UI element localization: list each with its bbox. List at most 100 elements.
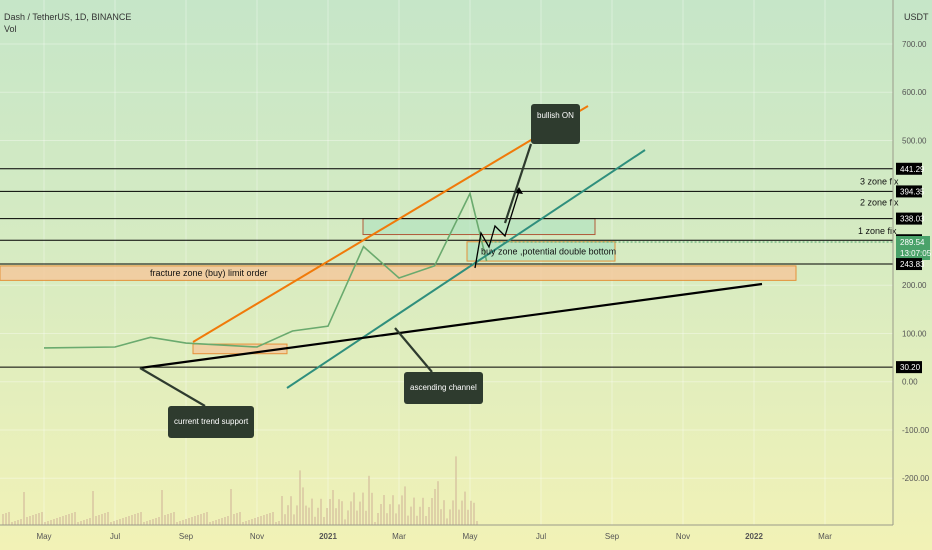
volume-bars — [2, 456, 478, 525]
volume-bar — [2, 514, 4, 525]
volume-bar — [32, 515, 34, 525]
volume-bar — [131, 515, 133, 525]
volume-bar — [152, 519, 154, 525]
volume-bar — [197, 515, 199, 525]
volume-bar — [464, 491, 466, 525]
volume-bar — [71, 513, 73, 525]
volume-bar — [242, 522, 244, 525]
volume-bar — [26, 517, 28, 525]
time-axis-tick-label: Sep — [605, 532, 620, 541]
price-marker-badge — [896, 185, 922, 198]
volume-bar — [326, 508, 328, 525]
bullish-on-callout: bullish ON — [531, 104, 580, 144]
price-axis-tick-label: 100.00 — [902, 329, 927, 338]
volume-bar — [389, 504, 391, 525]
annotation-labels: 3 zone fix 2 zone fix 1 zone fix buy zone ,… — [150, 176, 899, 278]
volume-bar — [455, 456, 457, 525]
volume-bar — [59, 517, 61, 525]
time-axis-tick-label: Nov — [676, 532, 690, 541]
volume-bar — [287, 505, 289, 525]
volume-bar — [245, 521, 247, 525]
volume-bar — [284, 514, 286, 525]
volume-bar — [311, 498, 313, 525]
time-axis-tick-label: Mar — [392, 532, 406, 541]
buy-zone-label: buy zone ,potential double bottom — [481, 246, 616, 256]
projection-path — [474, 190, 520, 269]
volume-bar — [98, 515, 100, 525]
volume-bar — [134, 514, 136, 525]
volume-bar — [257, 517, 259, 525]
volume-bar — [89, 518, 91, 525]
price-axis-tick-label: 200.00 — [902, 281, 927, 290]
volume-bar — [65, 515, 67, 525]
grid — [0, 0, 893, 525]
volume-bar — [344, 519, 346, 525]
volume-bar — [383, 495, 385, 525]
volume-bar — [29, 516, 31, 525]
volume-bar — [95, 516, 97, 525]
volume-bar — [467, 509, 469, 525]
volume-bar — [254, 518, 256, 525]
volume-bar — [224, 517, 226, 525]
volume-bar — [17, 520, 19, 525]
zone1-label: 1 zone fix — [858, 226, 897, 236]
volume-bar — [188, 518, 190, 525]
volume-bar — [302, 487, 304, 525]
time-axis-tick-label: Jul — [110, 532, 120, 541]
volume-bar — [395, 513, 397, 525]
volume-bar — [386, 513, 388, 525]
time-axis-tick-label: May — [462, 532, 477, 541]
price-axis-tick-label: 0.00 — [902, 378, 918, 387]
volume-bar — [110, 522, 112, 525]
volume-bar — [125, 517, 127, 525]
volume-bar — [200, 514, 202, 525]
price-marker-value: 441.29 — [900, 165, 925, 174]
projection-arrowhead — [515, 187, 523, 194]
price-marker-value: 30.20 — [900, 363, 921, 372]
volume-bar — [35, 514, 37, 525]
volume-bar — [5, 513, 7, 525]
volume-bar — [335, 508, 337, 525]
volume-bar — [338, 499, 340, 525]
volume-bar — [50, 520, 52, 525]
volume-bar — [44, 522, 46, 525]
price-marker-value: 243.83 — [900, 260, 925, 269]
price-marker-value: 338.03 — [900, 215, 925, 224]
time-axis-tick-label: Nov — [250, 532, 264, 541]
volume-bar — [164, 515, 166, 525]
time-axis-tick-label: Jul — [536, 532, 546, 541]
volume-bar — [323, 517, 325, 525]
volume-bar — [206, 512, 208, 525]
volume-bar — [359, 501, 361, 525]
volume-bar — [449, 509, 451, 525]
volume-bar — [83, 520, 85, 525]
volume-bar — [431, 498, 433, 525]
volume-bar — [119, 519, 121, 525]
buy-zone-box — [466, 241, 616, 262]
volume-bar — [356, 510, 358, 525]
current-price-badge — [896, 235, 930, 260]
volume-bar — [56, 518, 58, 525]
volume-bar — [149, 520, 151, 525]
volume-bar — [347, 510, 349, 525]
volume-bar — [209, 522, 211, 525]
volume-bar — [251, 519, 253, 525]
volume-bar — [14, 521, 16, 525]
volume-bar — [293, 514, 295, 525]
volume-bar — [182, 520, 184, 525]
volume-bar — [428, 507, 430, 525]
resistance-trendline — [192, 105, 589, 343]
current-price-value: 289.54 — [900, 238, 925, 247]
price-axis-tick-label: -100.00 — [902, 426, 930, 435]
volume-bar — [8, 512, 10, 525]
volume-bar — [140, 512, 142, 525]
volume-bar — [320, 498, 322, 525]
volume-bar — [47, 521, 49, 525]
price-axis-tick-label: 600.00 — [902, 88, 927, 97]
price-marker-value: 394.35 — [900, 187, 925, 196]
volume-bar — [422, 497, 424, 525]
volume-bar — [272, 512, 274, 525]
volume-bar — [191, 517, 193, 525]
